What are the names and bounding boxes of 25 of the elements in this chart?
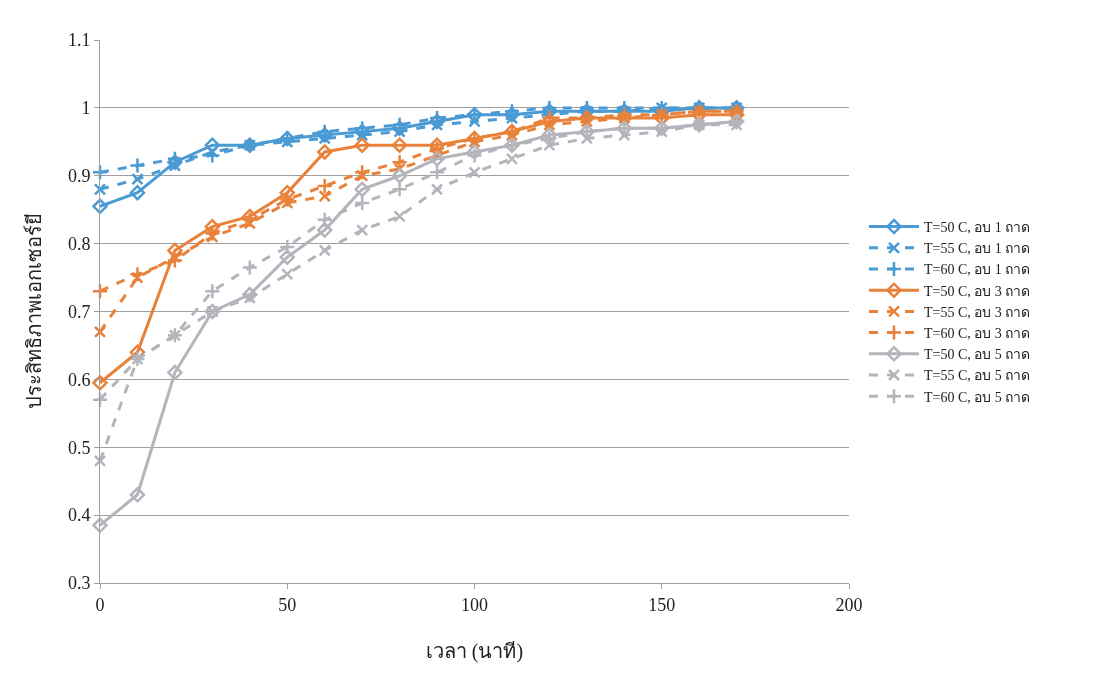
y-axis-title: ประสิทธิภาพเอกเซอร์ยี <box>23 213 46 410</box>
x-tick-label: 50 <box>278 594 297 615</box>
legend-label: T=60 C, อบ 5 ถาด <box>923 389 1031 405</box>
x-tick-label: 200 <box>835 594 863 615</box>
y-tick-label: 1 <box>81 98 91 119</box>
y-tick-label: 0.3 <box>67 573 91 594</box>
y-tick-label: 0.5 <box>67 437 91 458</box>
x-tick-label: 0 <box>95 594 105 615</box>
y-tick-label: 0.9 <box>67 166 91 187</box>
y-tick-label: 1.1 <box>67 30 91 51</box>
y-tick-label: 0.7 <box>67 301 91 322</box>
legend-label: T=60 C, อบ 1 ถาด <box>923 262 1031 278</box>
legend-label: T=55 C, อบ 1 ถาด <box>923 241 1031 257</box>
x-tick-label: 100 <box>461 594 488 615</box>
legend-label: T=55 C, อบ 3 ถาด <box>923 304 1031 320</box>
legend-label: T=50 C, อบ 1 ถาด <box>923 220 1031 236</box>
legend-label: T=50 C, อบ 3 ถาด <box>923 283 1031 299</box>
legend-label: T=50 C, อบ 5 ถาด <box>923 347 1031 363</box>
legend-label: T=60 C, อบ 3 ถาด <box>923 326 1031 342</box>
x-tick-label: 150 <box>648 594 676 615</box>
y-tick-label: 0.8 <box>67 233 91 254</box>
y-tick-label: 0.4 <box>67 505 91 526</box>
x-axis-title: เวลา (นาที) <box>425 640 524 664</box>
y-tick-label: 0.6 <box>67 369 91 390</box>
legend-label: T=55 C, อบ 5 ถาด <box>923 368 1031 384</box>
